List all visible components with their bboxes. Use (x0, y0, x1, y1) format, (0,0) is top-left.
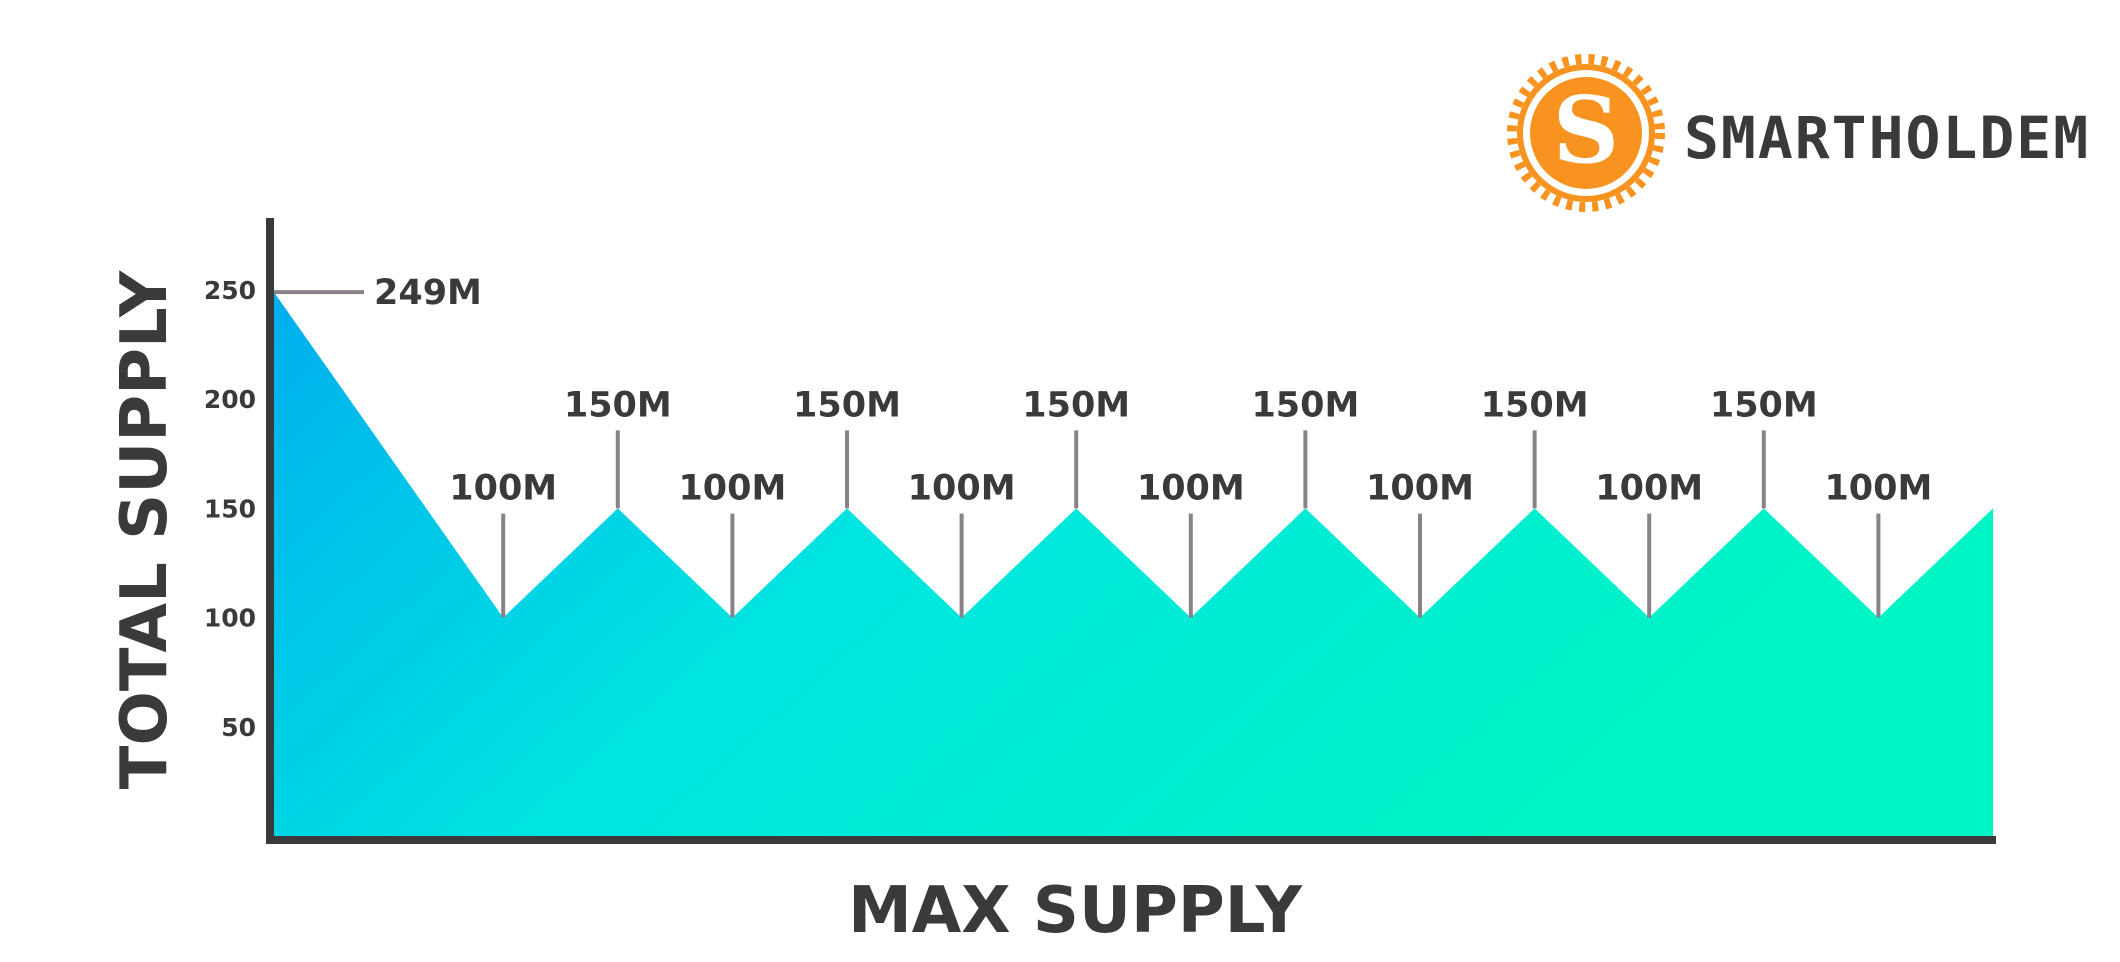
data-label-13: 100M (1824, 469, 1932, 509)
logo-letter: S (1553, 76, 1619, 184)
data-label-0: 249M (374, 273, 482, 313)
x-axis-title: MAX SUPPLY (848, 874, 1303, 948)
data-label-4: 150M (793, 385, 901, 425)
y-tick-250: 250 (204, 276, 256, 305)
y-tick-50: 50 (221, 713, 256, 742)
data-label-12: 150M (1710, 385, 1818, 425)
data-label-8: 150M (1251, 385, 1359, 425)
data-label-7: 100M (1137, 469, 1245, 509)
data-label-9: 100M (1366, 469, 1474, 509)
point-annotations: 249M 100M 150M 100M 150M 100M 150M 100M 150M 100M… (274, 273, 1932, 618)
y-tick-150: 150 (204, 494, 256, 523)
data-label-6: 150M (1022, 385, 1130, 425)
brand-name: SMARTHOLDEM (1684, 104, 2090, 172)
data-label-10: 150M (1481, 385, 1589, 425)
data-label-2: 150M (564, 385, 672, 425)
y-tick-labels: 50 100 150 200 250 (204, 276, 256, 742)
data-label-5: 100M (908, 469, 1016, 509)
y-axis-title: TOTAL SUPPLY (108, 270, 182, 789)
data-label-11: 100M (1595, 469, 1703, 509)
supply-area (274, 292, 1993, 836)
data-label-3: 100M (678, 469, 786, 509)
y-tick-200: 200 (204, 385, 256, 414)
data-label-1: 100M (449, 469, 557, 509)
smartholdem-seal-icon: S (1507, 54, 1665, 212)
y-tick-100: 100 (204, 604, 256, 633)
